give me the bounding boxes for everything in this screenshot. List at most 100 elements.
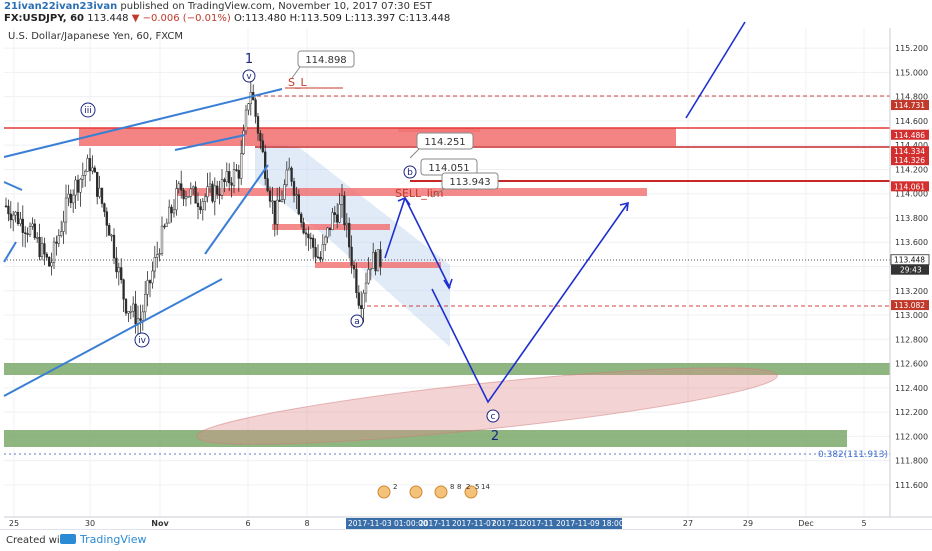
candle-body: [12, 214, 15, 221]
pink-ellipse-zone: [196, 367, 778, 445]
y-tick-label: 112.000: [895, 432, 928, 441]
candle-body: [153, 257, 156, 272]
x-tick-label: 27: [683, 519, 693, 528]
wave-b-label: b: [407, 168, 413, 178]
candle-body: [177, 183, 180, 189]
x-tick-label: 25: [9, 519, 19, 528]
price-label: 114.731: [894, 101, 925, 110]
candle-body: [199, 206, 202, 211]
candle-body: [120, 267, 123, 280]
candle-body: [314, 247, 317, 258]
candle-body: [343, 195, 346, 226]
price-axis[interactable]: 115.200 115.000 114.800 114.600 114.400 114.2…: [895, 44, 928, 490]
candle-body: [187, 196, 190, 198]
callout-114898: 114.898: [305, 55, 346, 66]
candle-body: [213, 185, 216, 202]
candle-body: [139, 318, 142, 321]
low-label: L:: [345, 13, 354, 24]
candle-body: [336, 214, 339, 223]
candle-body: [316, 256, 320, 259]
candle-body: [180, 183, 183, 191]
author-link[interactable]: 21ivan22ivan23ivan: [4, 1, 118, 12]
candle-body: [340, 195, 344, 205]
date-range-mid: 2017-11: [419, 519, 451, 528]
projection-up: [685, 21, 746, 119]
candle-body: [55, 241, 58, 244]
wave-2-label: 2: [491, 429, 499, 444]
publish-header: 21ivan22ivan23ivan published on TradingV…: [4, 1, 432, 12]
candle-body: [345, 222, 348, 226]
x-tick-label: 30: [85, 519, 95, 528]
candle-body: [256, 116, 260, 134]
price-label-bg: [891, 300, 929, 311]
candle-body: [170, 206, 173, 214]
y-tick-label: 111.800: [895, 457, 928, 466]
price-label-bg: [891, 146, 929, 157]
candle-body: [33, 223, 36, 239]
candle-body: [369, 268, 372, 270]
callout-114251: 114.251: [424, 137, 465, 148]
candle-body: [115, 257, 118, 273]
candle-body: [196, 202, 200, 207]
y-tick-label: 114.600: [895, 117, 928, 126]
time-axis[interactable]: 25 30 Nov 6 8 27 29 Dec 5: [9, 519, 867, 528]
created-with-label: Created with: [6, 535, 70, 546]
candle-body: [86, 158, 89, 172]
candle-body: [360, 305, 363, 309]
candle-body: [91, 167, 94, 172]
fib-label: 0.382(111.913): [818, 450, 888, 460]
candle-body: [148, 280, 152, 284]
current-price-label: 113.448: [894, 256, 925, 265]
candle-body: [278, 199, 281, 202]
candle-body: [72, 194, 75, 204]
trendline-lower: [3, 278, 223, 397]
candle-body: [321, 244, 324, 260]
candle-body: [163, 225, 166, 228]
candle-body: [26, 233, 29, 235]
candle-body: [225, 171, 228, 183]
tradingview-brand[interactable]: TradingView: [60, 533, 146, 546]
candle-body: [134, 303, 137, 325]
open-label: O:: [233, 13, 246, 24]
candle-body: [244, 109, 248, 132]
candle-body: [355, 268, 358, 293]
candle-body: [249, 92, 252, 104]
callout-113943: 113.943: [449, 177, 490, 188]
date-range-mid: 2017-11-07: [452, 519, 496, 528]
candle-body: [156, 254, 159, 258]
candle-body: [79, 178, 82, 193]
candle-body: [21, 218, 24, 233]
candle-body: [100, 187, 104, 204]
arrow-head: [397, 197, 411, 206]
chart-title: U.S. Dollar/Japanese Yen, 60, FXCM: [8, 31, 183, 42]
candle-body: [84, 171, 87, 176]
candle-body: [105, 211, 108, 226]
candle-body: [290, 167, 293, 182]
arrow-head: [443, 278, 453, 290]
candle-body: [62, 221, 65, 232]
date-range-start: 2017-11-03 01:00:00: [348, 519, 428, 528]
footer: Created with TradingView: [0, 529, 932, 551]
y-tick-label: 112.800: [895, 335, 928, 344]
candle-body: [182, 189, 185, 200]
callout-box: [297, 50, 355, 68]
candle-body: [247, 103, 250, 111]
y-tick-label: 113.200: [895, 287, 928, 296]
price-label: 113.082: [894, 301, 925, 310]
candle-body: [57, 235, 60, 244]
price-label: 114.326: [894, 156, 925, 165]
trendline-left-2: [3, 241, 17, 263]
candle-body: [285, 169, 288, 185]
candle-body: [302, 222, 305, 234]
candle-body: [112, 234, 116, 259]
projection-c: [431, 202, 629, 404]
candle-body: [362, 292, 365, 309]
symbol-info: FX:USDJPY, 60 113.448 ▼ −0.006 (−0.01%) …: [4, 13, 450, 24]
price-label-bg: [891, 129, 929, 140]
red-zone: [398, 128, 480, 132]
wave-1-label: 1: [245, 52, 253, 67]
candle-body: [264, 151, 267, 179]
last-price: 113.448: [87, 13, 129, 24]
